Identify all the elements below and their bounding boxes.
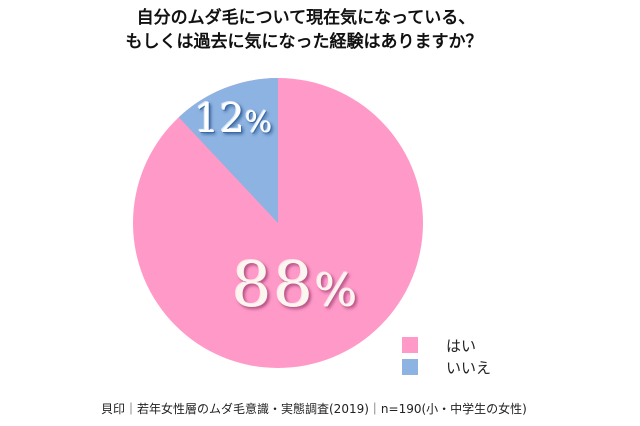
legend-item-yes: はい: [402, 334, 491, 356]
legend-item-no: いいえ: [402, 356, 491, 378]
legend-swatch-no: [402, 359, 418, 375]
pie-slice-no: [178, 78, 278, 223]
source-note: 貝印｜若年女性層のムダ毛意識・実態調査(2019)｜n=190(小・中学生の女性…: [101, 402, 527, 416]
legend-label-no: いいえ: [446, 358, 492, 377]
legend-swatch-yes: [402, 337, 418, 353]
legend-label-yes: はい: [446, 336, 477, 355]
data-label-no: 12%: [194, 96, 272, 142]
chart-title-line-2: もしくは過去に気になった経験はありますか？: [125, 32, 483, 52]
percent-sign: %: [314, 265, 360, 317]
percent-sign: %: [244, 105, 273, 139]
data-label-no-value: 12: [194, 96, 245, 142]
data-label-yes: 88%: [232, 248, 359, 321]
legend: はい いいえ: [402, 334, 491, 378]
data-label-yes-value: 88: [232, 248, 315, 321]
chart-title-line-1: 自分のムダ毛について現在気になっている、: [136, 8, 476, 28]
